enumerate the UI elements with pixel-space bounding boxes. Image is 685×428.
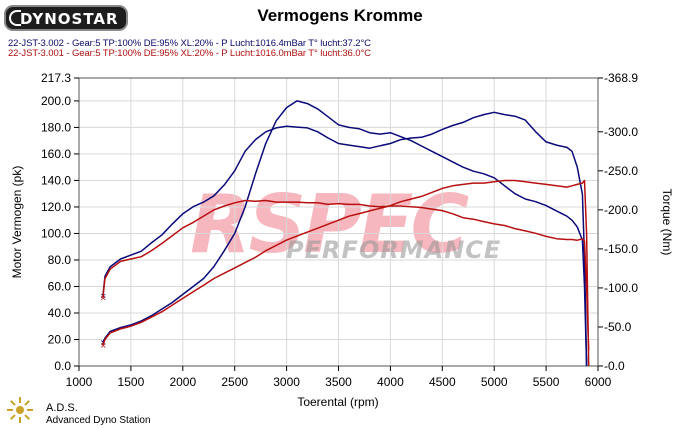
left-axis: 0.0 20.0 40.0 60.0 80.0 100.0 120.0 140.0 160.0 1…	[41, 71, 79, 373]
y-axis-label-right: Torque (Nm)	[660, 189, 674, 256]
x-axis: 1000 1500 2000 2500 3000 3500 4000 4500 5000 5500…	[66, 366, 612, 389]
x-tick-label-8: 5000	[481, 375, 508, 389]
grid-lines	[79, 78, 598, 366]
y-tick-label-left-11: 217.3	[41, 71, 71, 85]
y-tick-label-left-4: 80.0	[48, 253, 72, 267]
y-tick-label-right-4: -200.0	[604, 203, 638, 217]
y-tick-label-right-0: -0.0	[604, 359, 625, 373]
series-line-0	[102, 100, 588, 367]
y-tick-label-left-0: 0.0	[54, 359, 71, 373]
ads-sun-icon	[7, 397, 33, 423]
y-tick-label-left-3: 60.0	[48, 279, 72, 293]
footer-subtitle: Advanced Dyno Station	[46, 415, 151, 426]
run-info-2: 22-JST-3.001 - Gear:5 TP:100% DE:95% XL:…	[8, 48, 371, 59]
x-tick-label-3: 2500	[221, 375, 248, 389]
y-tick-label-left-9: 180.0	[41, 120, 71, 134]
right-axis: -0.0 -50.0 -100.0 -150.0 -200.0 -250.0 -300.0 -…	[598, 71, 638, 373]
y-tick-label-left-8: 160.0	[41, 147, 71, 161]
series-start-marker-3: ×	[100, 293, 107, 302]
dynostar-logo-text: DYNOSTAR	[20, 10, 119, 28]
y-axis-label-left: Motor Vermogen (pk)	[10, 166, 24, 279]
series-start-marker-2: ×	[100, 341, 107, 350]
y-tick-label-left-5: 100.0	[41, 226, 71, 240]
y-tick-label-left-7: 140.0	[41, 173, 71, 187]
series-line-3	[102, 199, 590, 351]
series-line-1	[102, 111, 588, 367]
y-tick-label-right-6: -300.0	[604, 125, 638, 139]
x-tick-label-0: 1000	[66, 375, 93, 389]
x-tick-label-5: 3500	[325, 375, 352, 389]
y-tick-label-left-6: 120.0	[41, 200, 71, 214]
x-axis-label: Toerental (rpm)	[297, 395, 378, 409]
x-tick-label-4: 3000	[273, 375, 300, 389]
dynostar-logo-mark	[9, 10, 21, 26]
y-tick-label-right-5: -250.0	[604, 164, 638, 178]
y-tick-label-right-1: -50.0	[604, 320, 632, 334]
series-layer: ××××	[100, 100, 590, 367]
y-tick-label-right-3: -150.0	[604, 242, 638, 256]
x-tick-label-2: 2000	[169, 375, 196, 389]
chart-title: Vermogens Kromme	[257, 6, 423, 25]
dynostar-logo: DYNOSTAR	[4, 5, 128, 31]
x-tick-label-1: 1500	[118, 375, 145, 389]
x-tick-label-10: 6000	[585, 375, 612, 389]
watermark-brand: RSPEC	[190, 178, 469, 271]
y-tick-label-right-2: -100.0	[604, 281, 638, 295]
run-info-1: 22-JST-3.002 - Gear:5 TP:100% DE:95% XL:…	[8, 38, 371, 49]
y-tick-label-left-2: 40.0	[48, 306, 72, 320]
y-tick-label-right-7: -368.9	[604, 71, 638, 85]
x-tick-label-7: 4500	[429, 375, 456, 389]
series-line-2	[102, 179, 590, 367]
y-tick-label-left-10: 200.0	[41, 94, 71, 108]
y-tick-label-left-1: 20.0	[48, 332, 72, 346]
x-tick-label-6: 4000	[377, 375, 404, 389]
watermark-sub: PERFORMANCE	[286, 236, 501, 264]
footer-brand: A.D.S.	[46, 402, 78, 414]
x-tick-label-9: 5500	[533, 375, 560, 389]
